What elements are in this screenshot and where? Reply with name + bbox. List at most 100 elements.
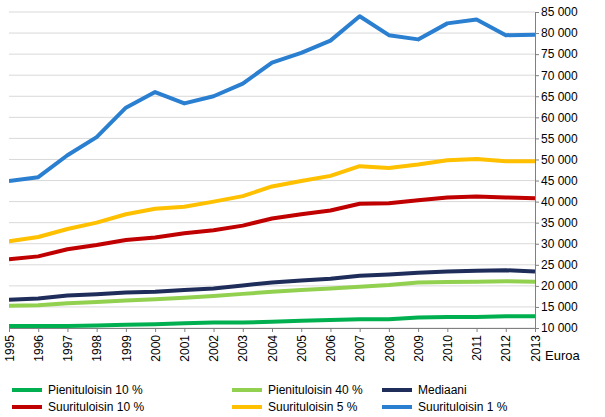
x-tick-mark [389,328,390,332]
x-tick: 1997 [61,328,75,362]
y-tick-label: 45 000 [541,174,578,188]
y-tick-mark [535,96,539,97]
y-tick: 25 000 [535,258,578,272]
x-tick: 2011 [470,328,484,361]
x-tick-label: 2002 [207,335,221,362]
y-axis-title: Euroa [545,348,580,363]
y-tick-mark [535,117,539,118]
y-tick: 60 000 [535,111,578,125]
series-line [9,159,535,241]
x-tick-mark [126,328,127,332]
y-tick-label: 50 000 [541,153,578,167]
grid-line [9,264,535,265]
legend-label: Suurituloisin 5 % [268,400,358,414]
x-tick-label: 2004 [266,335,280,362]
x-tick-label: 2003 [236,335,250,362]
grid-line [9,306,535,307]
y-tick-label: 10 000 [541,321,578,335]
y-tick: 45 000 [535,174,578,188]
x-tick: 2007 [353,328,367,362]
legend-swatch [12,388,42,392]
x-tick: 1999 [120,328,134,362]
y-tick: 15 000 [535,300,578,314]
legend-item: Pienituloisin 40 % [232,383,363,397]
x-tick: 2002 [207,328,221,362]
y-tick: 35 000 [535,216,578,230]
x-tick-label: 1997 [61,335,75,362]
legend-label: Pienituloisin 40 % [268,383,363,397]
x-tick-mark [243,328,244,332]
grid [9,12,535,328]
x-axis: 1995 1996 1997 1998 1999 2000 2001 2002 2003 2004… [3,328,543,362]
x-tick-label: 2007 [353,335,367,362]
y-tick-label: 20 000 [541,279,578,293]
y-tick-mark [535,307,539,308]
x-tick: 1996 [32,328,46,362]
y-tick-label: 30 000 [541,237,578,251]
x-tick: 2001 [178,328,192,362]
x-tick: 1995 [3,328,17,362]
series-line [9,270,535,299]
x-tick: 2012 [499,328,513,362]
y-tick-label: 35 000 [541,216,578,230]
legend-item: Pienituloisin 10 % [12,383,143,397]
x-tick-mark [330,328,331,332]
x-tick-mark [418,328,419,332]
y-tick-label: 55 000 [541,132,578,146]
x-tick: 2006 [324,328,338,362]
x-tick-mark [301,328,302,332]
y-tick-label: 40 000 [541,195,578,209]
legend-label: Suurituloisin 1 % [418,400,508,414]
series-line [9,16,535,181]
x-tick-mark [184,328,185,332]
x-tick-mark [506,328,507,332]
y-tick: 80 000 [535,26,578,40]
y-tick-mark [535,33,539,34]
y-tick-label: 85 000 [541,5,578,19]
x-tick-mark [38,328,39,332]
grid-line [9,243,535,244]
x-tick-label: 2012 [499,335,513,362]
x-tick: 1998 [90,328,104,362]
lines [9,16,535,326]
y-tick: 40 000 [535,195,578,209]
y-tick-label: 25 000 [541,258,578,272]
x-tick-mark [447,328,448,332]
x-tick-label: 2013 [529,335,543,362]
x-tick-label: 2006 [324,335,338,362]
y-tick-mark [535,75,539,76]
x-tick-mark [67,328,68,332]
y-tick-mark [535,138,539,139]
x-tick-label: 2000 [149,335,163,362]
y-tick: 75 000 [535,47,578,61]
y-tick: 50 000 [535,153,578,167]
legend: Pienituloisin 10 % Pienituloisin 40 % Medi… [12,383,508,414]
x-tick-mark [155,328,156,332]
y-tick-mark [535,286,539,287]
x-tick-label: 2009 [412,335,426,362]
x-tick-mark [272,328,273,332]
x-tick-mark [9,328,10,332]
x-tick: 2010 [441,328,455,362]
legend-label: Mediaani [418,383,467,397]
y-tick: 20 000 [535,279,578,293]
y-tick-mark [535,223,539,224]
grid-line [9,285,535,286]
x-tick-mark [477,328,478,332]
x-tick: 2004 [266,328,280,362]
y-tick: 30 000 [535,237,578,251]
y-tick-mark [535,265,539,266]
x-tick-label: 1996 [32,335,46,362]
x-tick-label: 1999 [120,335,134,362]
grid-line [9,180,535,181]
y-tick-label: 70 000 [541,69,578,83]
x-tick: 2003 [236,328,250,362]
legend-label: Pienituloisin 10 % [48,383,143,397]
y-tick-label: 15 000 [541,300,578,314]
chart: 10 000 15 000 20 000 25 000 30 000 35 000 40 0… [0,0,605,417]
x-tick: 2005 [295,328,309,362]
x-tick: 2008 [383,328,397,362]
y-tick-mark [535,202,539,203]
y-tick: 70 000 [535,69,578,83]
x-axis-line [10,329,536,333]
